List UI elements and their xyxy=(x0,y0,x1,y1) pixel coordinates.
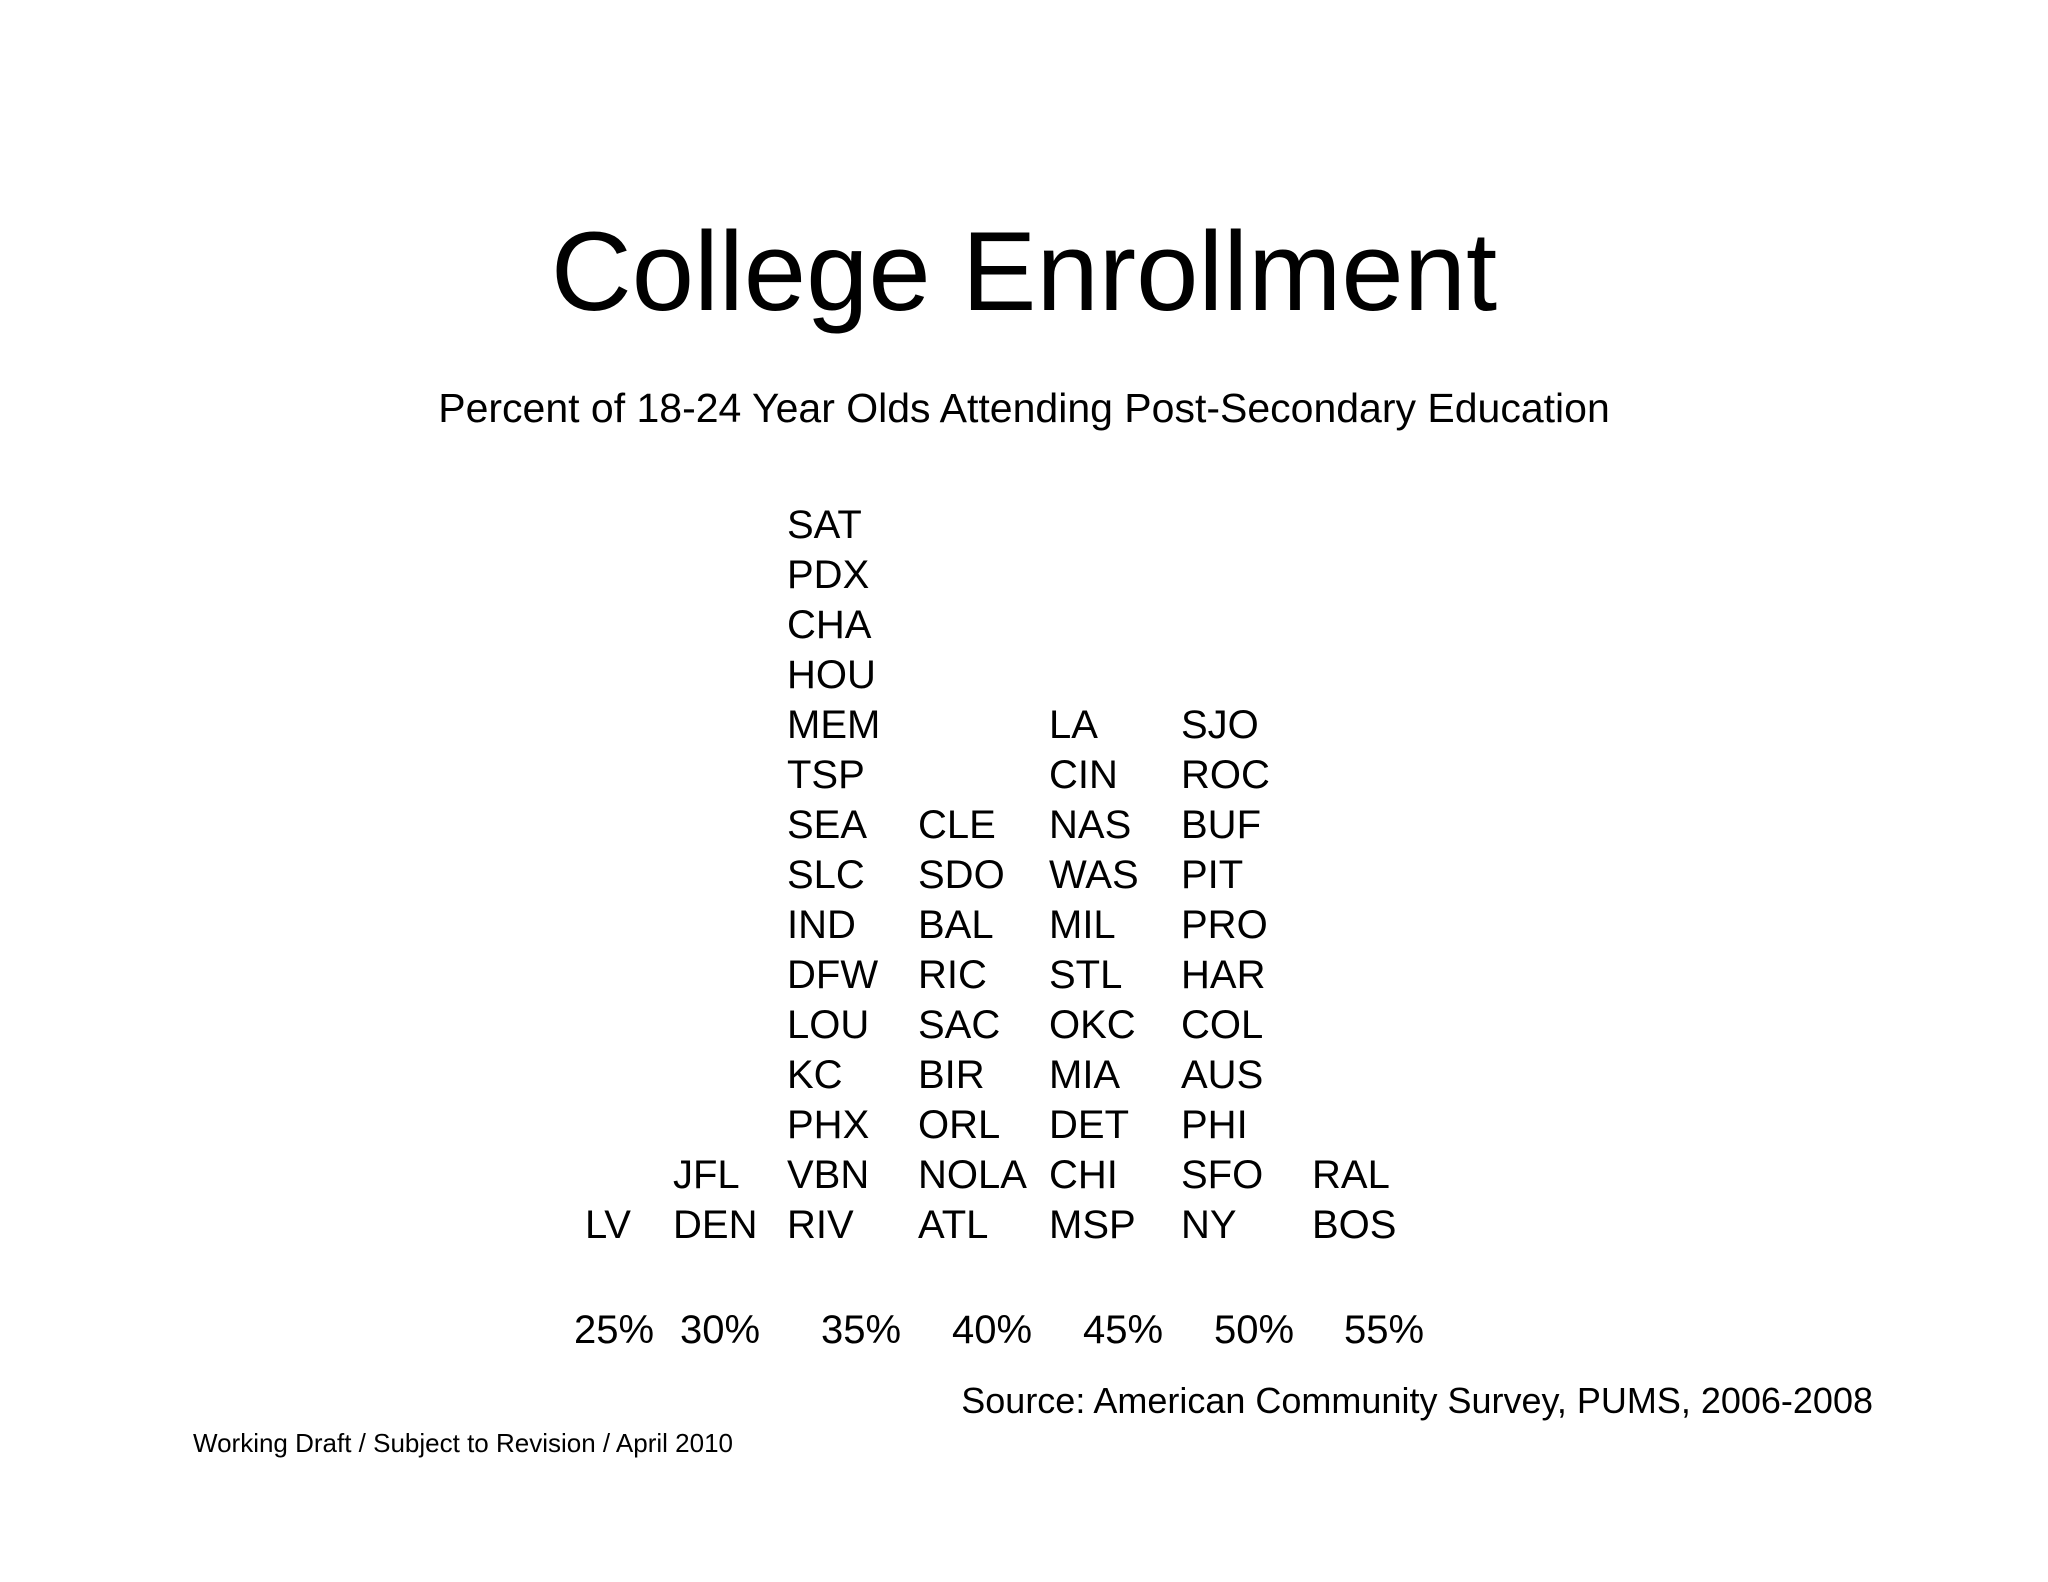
x-tick-label-35pct: 35% xyxy=(820,1308,902,1352)
city-label-orl: ORL xyxy=(918,1103,1001,1147)
city-label-ral: RAL xyxy=(1312,1153,1390,1197)
city-label-pdx: PDX xyxy=(787,553,870,597)
city-label-atl: ATL xyxy=(918,1203,989,1247)
city-label-jfl: JFL xyxy=(673,1153,740,1197)
city-label-nas: NAS xyxy=(1049,803,1132,847)
city-label-ric: RIC xyxy=(918,953,987,997)
x-tick-label-40pct: 40% xyxy=(951,1308,1033,1352)
city-label-lou: LOU xyxy=(787,1003,870,1047)
city-label-kc: KC xyxy=(787,1053,843,1097)
city-label-bir: BIR xyxy=(918,1053,985,1097)
x-tick-label-45pct: 45% xyxy=(1082,1308,1164,1352)
city-label-phx: PHX xyxy=(787,1103,870,1147)
city-label-sat: SAT xyxy=(787,503,862,547)
city-label-riv: RIV xyxy=(787,1203,854,1247)
city-label-phi: PHI xyxy=(1181,1103,1248,1147)
city-label-har: HAR xyxy=(1181,953,1266,997)
x-tick-label-50pct: 50% xyxy=(1213,1308,1295,1352)
city-label-nola: NOLA xyxy=(918,1153,1027,1197)
city-label-stl: STL xyxy=(1049,953,1123,997)
city-label-chi: CHI xyxy=(1049,1153,1118,1197)
city-label-buf: BUF xyxy=(1181,803,1261,847)
city-label-la: LA xyxy=(1049,703,1098,747)
city-label-msp: MSP xyxy=(1049,1203,1136,1247)
city-label-ind: IND xyxy=(787,903,856,947)
city-label-mia: MIA xyxy=(1049,1053,1121,1097)
city-label-mil: MIL xyxy=(1049,903,1116,947)
chart-subtitle: Percent of 18-24 Year Olds Attending Pos… xyxy=(438,385,1610,431)
city-label-tsp: TSP xyxy=(787,753,865,797)
city-label-dfw: DFW xyxy=(787,953,879,997)
source-note: Source: American Community Survey, PUMS,… xyxy=(961,1380,1873,1421)
city-label-pro: PRO xyxy=(1181,903,1268,947)
x-tick-label-25pct: 25% xyxy=(573,1308,655,1352)
city-label-sdo: SDO xyxy=(918,853,1005,897)
city-label-sac: SAC xyxy=(918,1003,1001,1047)
city-label-ny: NY xyxy=(1181,1203,1237,1247)
city-label-col: COL xyxy=(1181,1003,1264,1047)
city-label-sfo: SFO xyxy=(1181,1153,1264,1197)
city-label-bal: BAL xyxy=(918,903,994,947)
city-label-slc: SLC xyxy=(787,853,865,897)
x-tick-label-30pct: 30% xyxy=(679,1308,761,1352)
city-label-bos: BOS xyxy=(1312,1203,1397,1247)
city-label-was: WAS xyxy=(1049,853,1139,897)
city-label-roc: ROC xyxy=(1181,753,1270,797)
draft-note: Working Draft / Subject to Revision / Ap… xyxy=(193,1428,733,1458)
city-label-den: DEN xyxy=(673,1203,758,1247)
x-tick-label-55pct: 55% xyxy=(1343,1308,1425,1352)
city-label-mem: MEM xyxy=(787,703,881,747)
chart-title: College Enrollment xyxy=(550,209,1498,334)
city-label-pit: PIT xyxy=(1181,853,1244,897)
city-label-aus: AUS xyxy=(1181,1053,1264,1097)
city-label-okc: OKC xyxy=(1049,1003,1136,1047)
city-label-sea: SEA xyxy=(787,803,868,847)
city-label-det: DET xyxy=(1049,1103,1129,1147)
city-label-sjo: SJO xyxy=(1181,703,1259,747)
city-label-vbn: VBN xyxy=(787,1153,870,1197)
city-label-hou: HOU xyxy=(787,653,876,697)
city-label-lv: LV xyxy=(585,1203,631,1247)
city-label-cha: CHA xyxy=(787,603,872,647)
city-label-cle: CLE xyxy=(918,803,996,847)
city-label-cin: CIN xyxy=(1049,753,1118,797)
